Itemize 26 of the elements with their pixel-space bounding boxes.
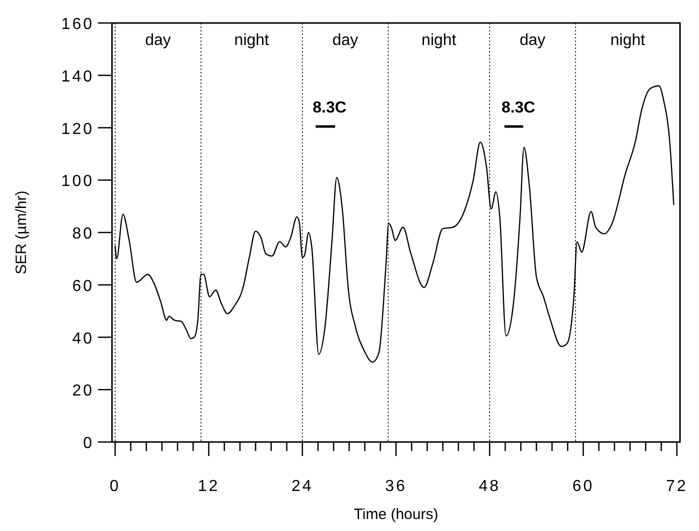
y-tick-label: 100 bbox=[61, 173, 94, 190]
annotation: day bbox=[332, 32, 358, 49]
annotation: 8.3C bbox=[501, 99, 536, 116]
y-tick-label: 60 bbox=[72, 278, 94, 295]
y-tick-label: 140 bbox=[61, 68, 94, 86]
y-tick-label: 160 bbox=[61, 16, 94, 33]
y-tick-label: 20 bbox=[72, 382, 94, 400]
annotation: day bbox=[145, 32, 171, 49]
annotation: night bbox=[610, 32, 646, 49]
y-tick-label: 120 bbox=[61, 120, 94, 138]
annotation: 8.3C bbox=[312, 99, 347, 116]
x-tick-label: 36 bbox=[385, 478, 407, 495]
annotation: night bbox=[234, 32, 270, 49]
x-tick-label: 48 bbox=[478, 478, 501, 495]
x-tick-label: 60 bbox=[572, 478, 594, 495]
x-axis-title: Time (hours) bbox=[354, 506, 438, 523]
x-tick-label: 12 bbox=[198, 478, 220, 495]
x-tick-label: 72 bbox=[666, 478, 688, 495]
y-tick-label: 40 bbox=[72, 330, 94, 348]
annotation: day bbox=[520, 32, 546, 49]
x-tick-label: 24 bbox=[291, 478, 314, 495]
y-tick-label: 0 bbox=[83, 435, 94, 452]
y-tick-label: 80 bbox=[72, 226, 94, 242]
annotation: night bbox=[422, 32, 457, 49]
y-axis-title: SER (µm/hr) bbox=[13, 190, 30, 274]
x-tick-label: 0 bbox=[110, 478, 121, 495]
